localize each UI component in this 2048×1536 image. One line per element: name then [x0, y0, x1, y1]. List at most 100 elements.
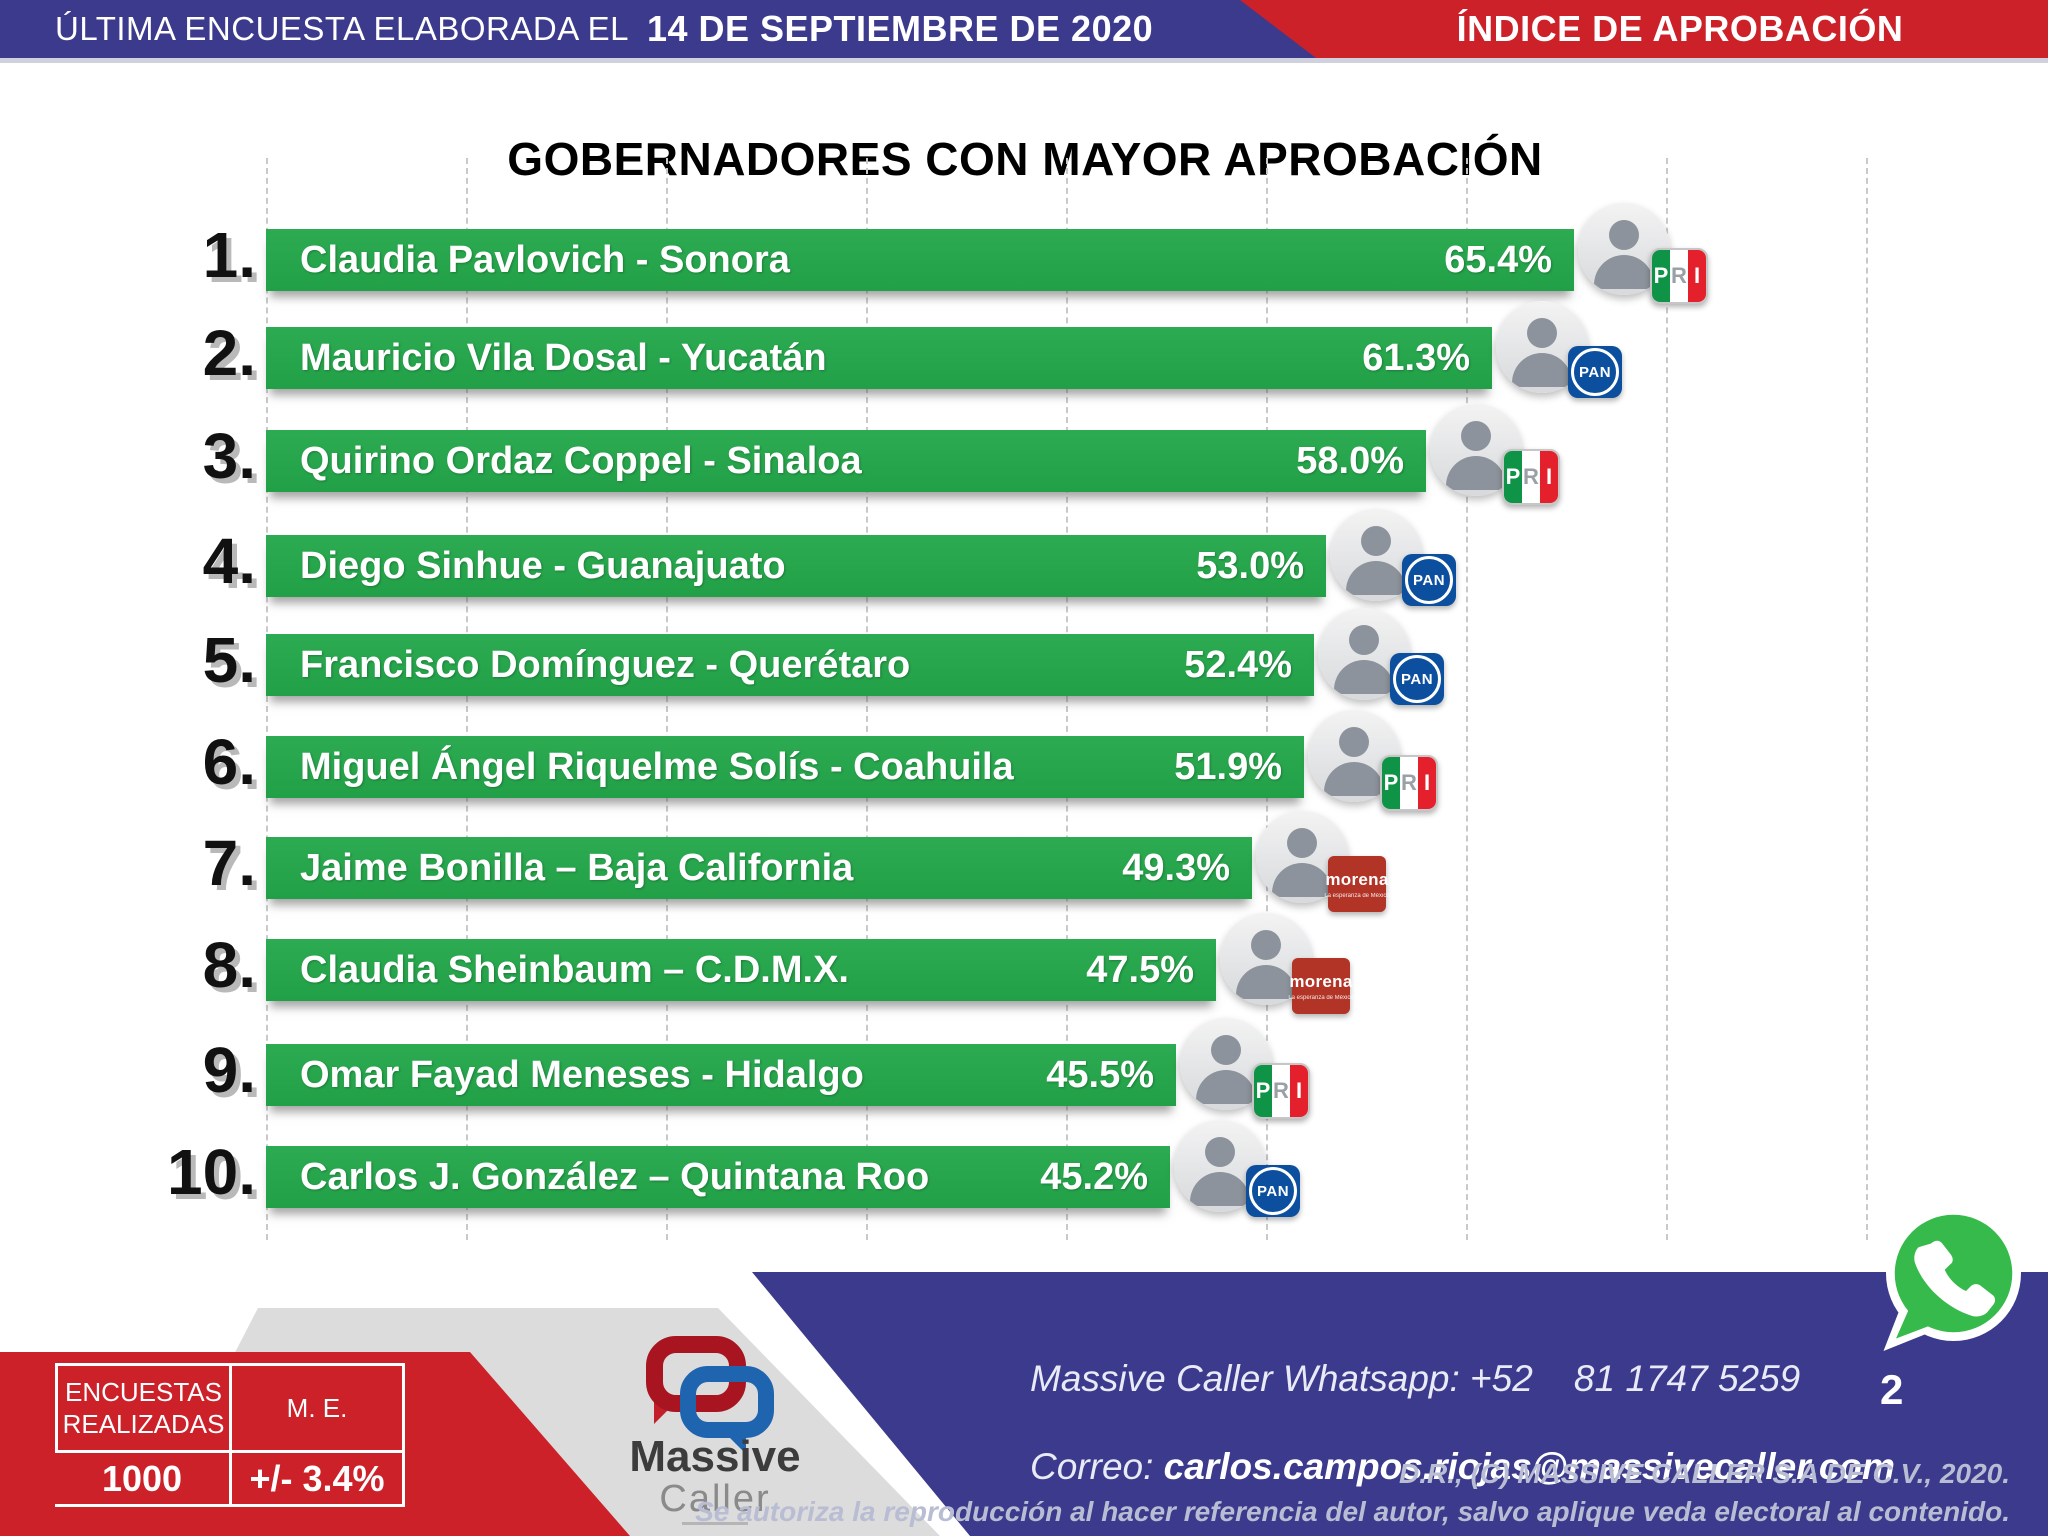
governor-name: Jaime Bonilla – Baja California: [300, 846, 854, 889]
approval-bar: Claudia Pavlovich - Sonora 65.4%: [266, 229, 1574, 291]
rank-number: 7.: [202, 827, 256, 899]
copyright-line2: Se autoriza la reproducción al hacer ref…: [695, 1496, 2010, 1527]
rank-number: 5.: [202, 624, 256, 696]
approval-bar: Carlos J. González – Quintana Roo 45.2%: [266, 1146, 1170, 1208]
copyright-line1: D.R., (C) MASSIVE CALLER S.A DE C.V., 20…: [1399, 1458, 2010, 1489]
pri-stripe: I: [1540, 451, 1558, 503]
pri-stripe: R: [1272, 1065, 1290, 1117]
avatar-head: [1361, 526, 1391, 556]
chart-title: GOBERNADORES CON MAYOR APROBACIÓN: [507, 133, 1543, 185]
pri-stripe: P: [1652, 250, 1670, 302]
approval-bar: Claudia Sheinbaum – C.D.M.X. 47.5%: [266, 939, 1216, 1001]
pri-stripe: R: [1522, 451, 1540, 503]
top-header-bar-red-section: [1240, 0, 2048, 58]
pri-stripe: I: [1688, 250, 1706, 302]
approval-bar: Omar Fayad Meneses - Hidalgo 45.5%: [266, 1044, 1176, 1106]
approval-bar: Jaime Bonilla – Baja California 49.3%: [266, 837, 1252, 899]
footer-blue-panel: [752, 1272, 2048, 1536]
gridline: [1866, 158, 1868, 1240]
avatar-body: [1196, 1070, 1256, 1104]
gridline: [466, 158, 468, 1240]
avatar-head: [1211, 1035, 1241, 1065]
survey-date-heading: ÚLTIMA ENCUESTA ELABORADA EL 14 DE SEPTI…: [55, 0, 1153, 58]
pan-circle: PAN: [1405, 556, 1453, 604]
gridline: [1066, 158, 1068, 1240]
avatar-head: [1609, 220, 1639, 250]
party-logo-morena: morena La esperanza de México: [1324, 856, 1390, 912]
logo-tagline: [682, 1522, 748, 1525]
gridline: [1466, 158, 1468, 1240]
governor-name: Omar Fayad Meneses - Hidalgo: [300, 1053, 864, 1096]
approval-percentage: 45.2%: [1040, 1155, 1148, 1198]
gridline: [666, 158, 668, 1240]
pri-stripe: R: [1400, 757, 1418, 809]
approval-percentage: 53.0%: [1196, 544, 1304, 587]
rank-number: 2.: [202, 317, 256, 389]
avatar-body: [1324, 762, 1384, 796]
stats-header-me: M. E.: [232, 1363, 405, 1453]
approval-percentage: 52.4%: [1184, 643, 1292, 686]
gridline: [266, 158, 268, 1240]
copyright-block: D.R., (C) MASSIVE CALLER S.A DE C.V., 20…: [695, 1458, 2010, 1528]
avatar-head: [1461, 421, 1491, 451]
rank-number: 8.: [202, 929, 256, 1001]
contact-block: Massive Caller Whatsapp: +52 81 1747 525…: [1030, 1322, 1895, 1524]
logo-blue-bubble: [680, 1366, 774, 1438]
avatar-body: [1334, 660, 1394, 694]
pri-stripe: I: [1290, 1065, 1308, 1117]
avatar-body: [1346, 561, 1406, 595]
pri-stripe: P: [1254, 1065, 1272, 1117]
rank-number: 3.: [202, 420, 256, 492]
avatar-body: [1512, 353, 1572, 387]
governor-name: Mauricio Vila Dosal - Yucatán: [300, 336, 827, 379]
avatar-body: [1594, 255, 1654, 289]
pri-stripe: P: [1382, 757, 1400, 809]
party-logo-pan: PAN: [1568, 346, 1622, 398]
governor-name: Claudia Pavlovich - Sonora: [300, 238, 790, 281]
logo-word-caller: Caller: [659, 1478, 771, 1520]
rank-number: 1.: [202, 219, 256, 291]
pan-circle: PAN: [1571, 348, 1619, 396]
party-logo-pan: PAN: [1246, 1165, 1300, 1217]
email-address: carlos.campos.riojas@massivecaller.com: [1163, 1446, 1895, 1487]
governor-name: Francisco Domínguez - Querétaro: [300, 643, 911, 686]
party-logo-morena: morena La esperanza de México: [1288, 958, 1354, 1014]
approval-percentage: 61.3%: [1362, 336, 1470, 379]
governor-name: Quirino Ordaz Coppel - Sinaloa: [300, 439, 862, 482]
rank-number: 4.: [202, 525, 256, 597]
survey-date-value: 14 DE SEPTIEMBRE DE 2020: [646, 8, 1154, 49]
avatar-head: [1527, 318, 1557, 348]
stats-header-encuestas: ENCUESTAS REALIZADAS: [55, 1363, 232, 1453]
approval-percentage: 49.3%: [1122, 846, 1230, 889]
approval-bar: Quirino Ordaz Coppel - Sinaloa 58.0%: [266, 430, 1426, 492]
avatar-body: [1190, 1172, 1250, 1206]
party-logo-pan: PAN: [1390, 653, 1444, 705]
avatar-head: [1287, 828, 1317, 858]
avatar-head: [1349, 625, 1379, 655]
governor-name: Diego Sinhue - Guanajuato: [300, 544, 786, 587]
correo-label: Correo:: [1030, 1446, 1164, 1487]
gridline: [1666, 158, 1668, 1240]
party-logo-pan: PAN: [1402, 554, 1456, 606]
approval-bar: Mauricio Vila Dosal - Yucatán 61.3%: [266, 327, 1492, 389]
avatar-body: [1236, 965, 1296, 999]
whatsapp-icon: [1876, 1206, 2026, 1356]
pan-circle: PAN: [1249, 1167, 1297, 1215]
approval-percentage: 45.5%: [1046, 1053, 1154, 1096]
rank-number: 10.: [167, 1136, 256, 1208]
survey-date-label: ÚLTIMA ENCUESTA ELABORADA EL: [55, 10, 629, 47]
morena-wordmark: morena: [1325, 869, 1389, 889]
morena-wordmark: morena: [1289, 971, 1353, 991]
approval-percentage: 58.0%: [1296, 439, 1404, 482]
avatar-body: [1272, 863, 1332, 897]
logo-word-massive: Massive: [629, 1432, 801, 1481]
avatar-head: [1339, 727, 1369, 757]
governor-name: Claudia Sheinbaum – C.D.M.X.: [300, 948, 849, 991]
page-number: 2: [1880, 1366, 1904, 1413]
morena-tagline: La esperanza de México: [1324, 892, 1390, 899]
